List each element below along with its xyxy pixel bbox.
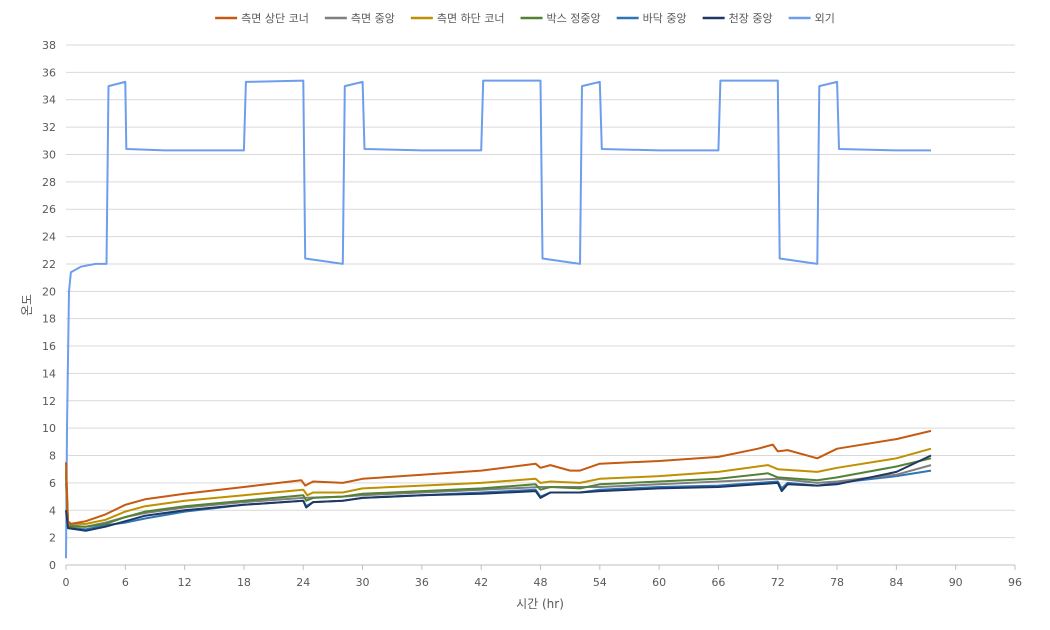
y-tick-label: 38 (42, 39, 56, 52)
y-tick-label: 36 (42, 66, 56, 79)
x-tick-label: 12 (178, 576, 192, 589)
y-tick-label: 18 (42, 313, 56, 326)
legend: 측면 상단 코너 측면 중앙 측면 하단 코너 박스 정중앙 바닥 중앙 천장 중앙 외기 (215, 11, 835, 25)
legend-label: 측면 하단 코너 (437, 11, 505, 25)
y-tick-label: 20 (42, 285, 56, 298)
x-tick-label: 78 (830, 576, 844, 589)
y-tick-label: 28 (42, 176, 56, 189)
legend-label: 천장 중앙 (729, 11, 773, 25)
y-tick-label: 0 (49, 559, 56, 572)
legend-label: 측면 중앙 (351, 12, 395, 25)
x-tick-label: 60 (652, 576, 666, 589)
legend-label: 측면 상단 코너 (241, 12, 309, 25)
y-tick-label: 32 (42, 121, 56, 134)
series-line (65, 447, 932, 525)
y-tick-label: 22 (42, 258, 56, 271)
series-line (65, 457, 932, 528)
y-tick-label: 24 (42, 231, 56, 244)
y-tick-label: 8 (49, 450, 56, 463)
y-tick-label: 6 (49, 477, 56, 490)
series-line (65, 429, 932, 525)
x-tick-label: 42 (474, 576, 488, 589)
series-line (65, 469, 932, 531)
x-tick-labels: 0 6 12 18 24 30 36 42 48 54 60 66 72 78 84 90 96 (63, 576, 1023, 589)
y-axis-title: 온도 (20, 294, 34, 316)
y-tick-label: 30 (42, 148, 56, 161)
x-tick-label: 54 (593, 576, 607, 589)
y-tick-label: 26 (42, 203, 56, 216)
y-tick-label: 4 (49, 504, 56, 517)
x-tick-label: 48 (534, 576, 548, 589)
y-tick-label: 2 (49, 532, 56, 545)
legend-label: 박스 정중앙 (547, 12, 601, 25)
x-tick-label: 18 (237, 576, 251, 589)
y-tick-label: 16 (42, 340, 56, 353)
y-tick-label: 12 (42, 395, 56, 408)
series-line (65, 464, 932, 528)
series-line (65, 79, 931, 559)
x-tick-label: 24 (296, 576, 310, 589)
x-tick-label: 6 (122, 576, 129, 589)
y-tick-label: 14 (42, 367, 56, 380)
x-tick-label: 72 (771, 576, 785, 589)
x-tick-label: 0 (63, 576, 70, 589)
x-tick-label: 36 (415, 576, 429, 589)
x-tick-label: 96 (1008, 576, 1022, 589)
y-tick-label: 10 (42, 422, 56, 435)
series-line (65, 454, 932, 532)
y-tick-label: 34 (42, 94, 56, 107)
x-tick-label: 90 (949, 576, 963, 589)
series-lines (65, 79, 932, 559)
x-axis-title: 시간 (hr) (516, 597, 564, 611)
x-tick-label: 30 (356, 576, 370, 589)
x-tick-label: 84 (889, 576, 903, 589)
legend-label: 바닥 중앙 (643, 12, 687, 25)
x-tick-label: 66 (711, 576, 725, 589)
legend-label: 외기 (815, 12, 835, 25)
